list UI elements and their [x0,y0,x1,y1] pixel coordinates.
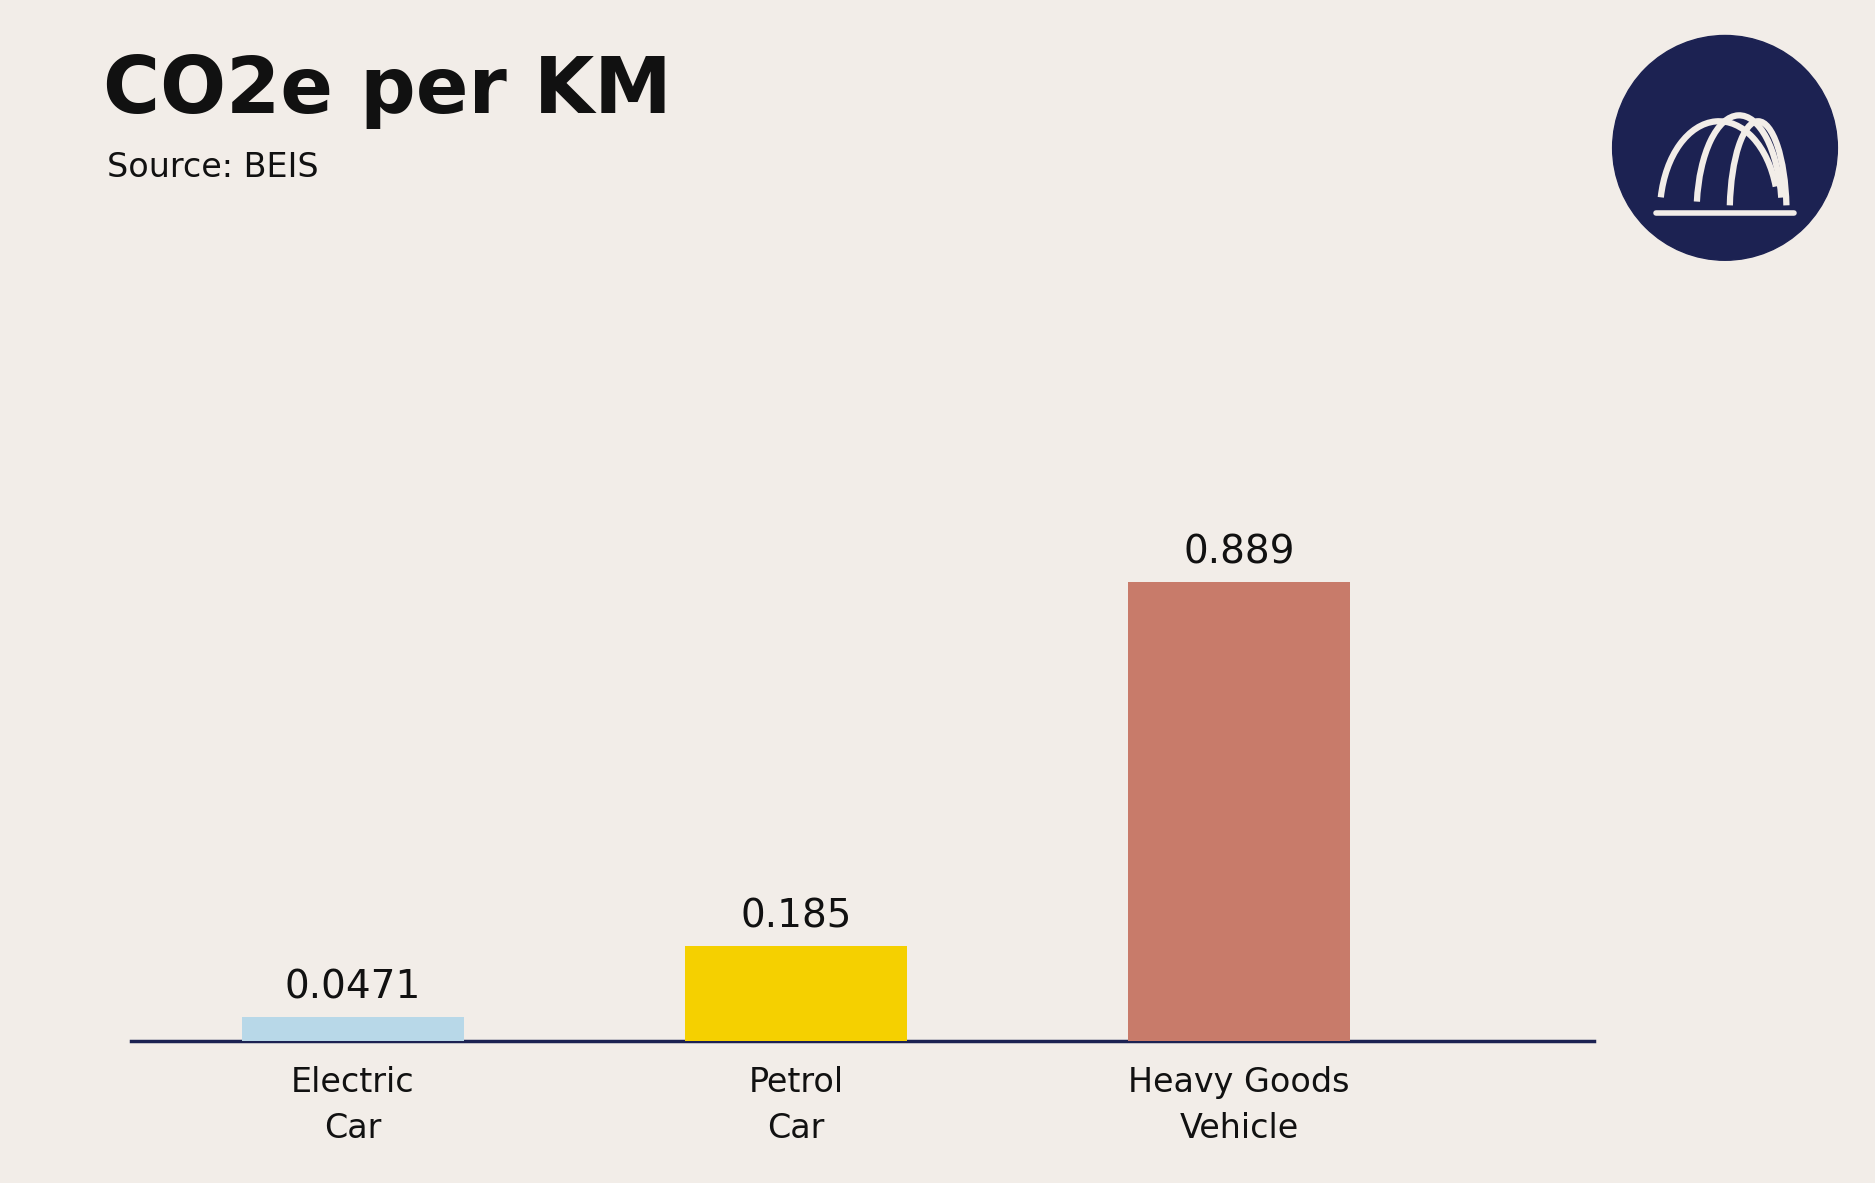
Circle shape [1612,35,1838,260]
Text: 0.185: 0.185 [741,897,851,936]
Bar [684,945,908,1041]
Bar [242,1016,463,1041]
Text: Source: BEIS: Source: BEIS [107,151,319,185]
Text: 0.0471: 0.0471 [285,969,422,1007]
Text: 0.889: 0.889 [1183,534,1296,571]
Bar [1129,582,1350,1041]
Text: CO2e per KM: CO2e per KM [103,53,671,129]
